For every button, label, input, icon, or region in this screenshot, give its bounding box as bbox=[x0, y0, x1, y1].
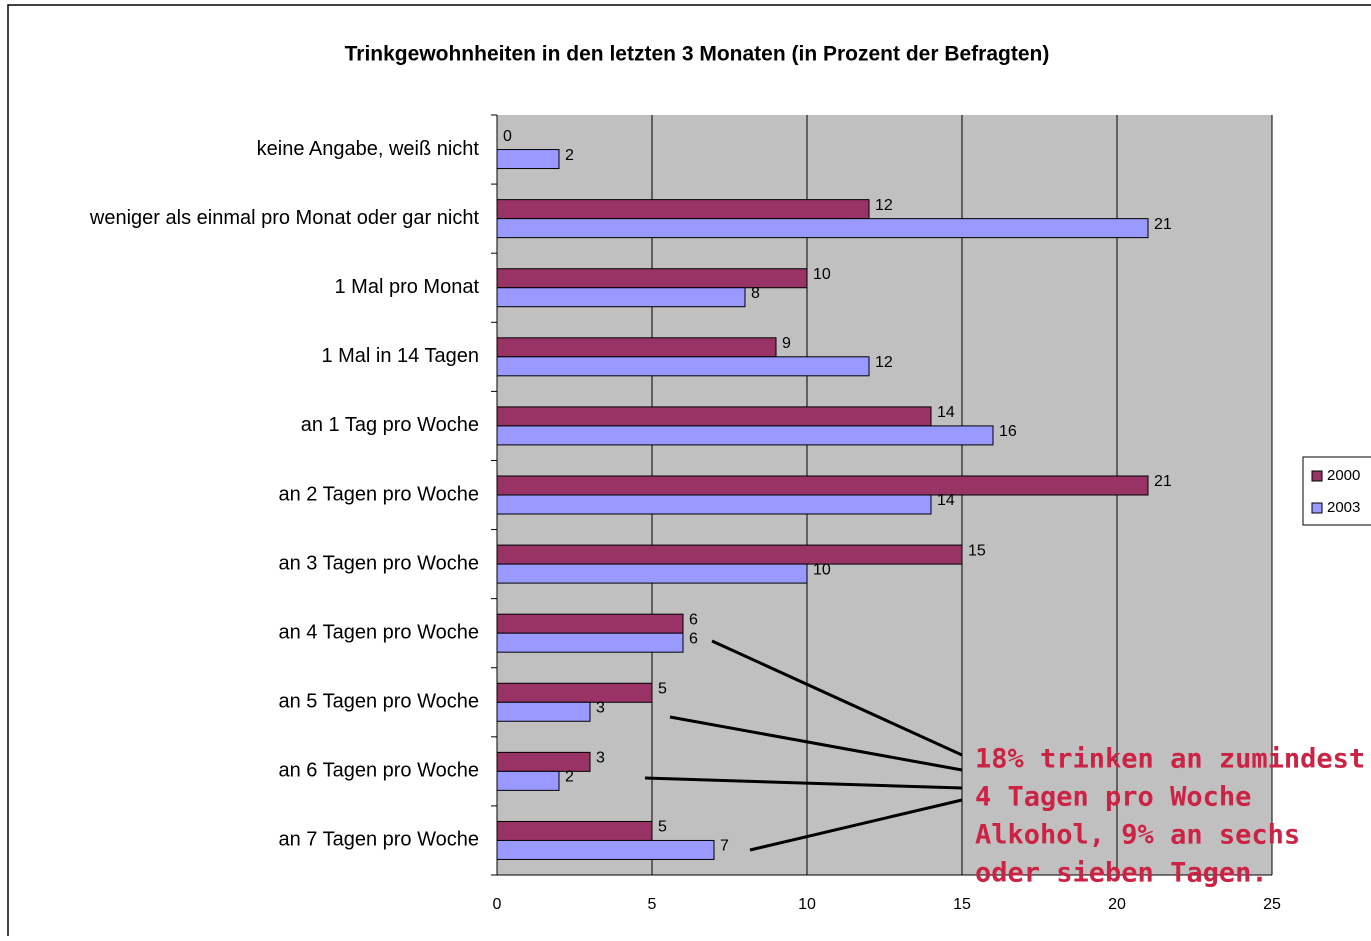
bar bbox=[496, 406, 932, 427]
bar bbox=[496, 149, 560, 170]
x-tick-label: 10 bbox=[798, 896, 816, 913]
value-label: 21 bbox=[1154, 216, 1172, 233]
x-tick-label: 5 bbox=[648, 896, 657, 913]
bar bbox=[496, 494, 932, 515]
bar bbox=[496, 839, 715, 860]
value-label: 14 bbox=[937, 404, 955, 421]
bar bbox=[496, 337, 777, 358]
value-label: 3 bbox=[596, 750, 605, 767]
value-label: 3 bbox=[596, 699, 605, 716]
bar bbox=[496, 544, 963, 565]
y-tick-label: an 5 Tagen pro Woche bbox=[278, 691, 479, 713]
value-label: 16 bbox=[999, 423, 1017, 440]
bar bbox=[496, 356, 870, 377]
value-label: 2 bbox=[565, 769, 574, 786]
bar bbox=[496, 425, 994, 446]
value-label: 12 bbox=[875, 354, 893, 371]
bar bbox=[496, 682, 653, 703]
value-label: 6 bbox=[689, 630, 698, 647]
legend-swatch bbox=[1311, 470, 1323, 482]
y-tick-label: an 1 Tag pro Woche bbox=[301, 414, 479, 436]
pointer-line bbox=[644, 776, 963, 790]
bar bbox=[496, 287, 746, 308]
value-label: 5 bbox=[658, 680, 667, 697]
bar bbox=[496, 199, 870, 220]
bar bbox=[496, 268, 808, 289]
y-tick-label: an 6 Tagen pro Woche bbox=[278, 760, 479, 782]
x-tick-label: 20 bbox=[1108, 896, 1126, 913]
bar bbox=[496, 751, 591, 772]
pointer-line bbox=[749, 798, 963, 852]
value-label: 5 bbox=[658, 819, 667, 836]
value-label: 15 bbox=[968, 542, 986, 559]
bar bbox=[496, 820, 653, 841]
legend-label: 2003 bbox=[1327, 499, 1360, 516]
y-tick-label: 1 Mal pro Monat bbox=[334, 276, 479, 298]
legend-box bbox=[1302, 456, 1371, 526]
bar bbox=[496, 770, 560, 791]
y-tick-label: an 3 Tagen pro Woche bbox=[278, 552, 479, 574]
value-label: 2 bbox=[565, 147, 574, 164]
y-tick-label: keine Angabe, weiß nicht bbox=[257, 138, 480, 160]
y-tick-label: an 7 Tagen pro Woche bbox=[278, 829, 479, 851]
annotation: oder sieben Tagen. bbox=[975, 858, 1268, 889]
bar bbox=[496, 632, 684, 653]
value-label: 10 bbox=[813, 561, 831, 578]
value-label: 7 bbox=[720, 838, 729, 855]
y-tick-label: an 2 Tagen pro Woche bbox=[278, 483, 479, 505]
value-label: 14 bbox=[937, 492, 955, 509]
y-tick-label: 1 Mal in 14 Tagen bbox=[321, 345, 479, 367]
annotation: Alkohol, 9% an sechs bbox=[975, 820, 1300, 851]
legend-swatch bbox=[1311, 502, 1323, 514]
bar bbox=[496, 701, 591, 722]
bar bbox=[496, 475, 1149, 496]
value-label: 12 bbox=[875, 197, 893, 214]
value-label: 6 bbox=[689, 611, 698, 628]
bar bbox=[496, 613, 684, 634]
bar bbox=[496, 218, 1149, 239]
y-tick-label: an 4 Tagen pro Woche bbox=[278, 621, 479, 643]
legend-label: 2000 bbox=[1327, 467, 1360, 484]
annotation-lines bbox=[644, 639, 963, 852]
value-label: 9 bbox=[782, 335, 791, 352]
x-tick-label: 25 bbox=[1263, 896, 1281, 913]
annotation: 4 Tagen pro Woche bbox=[975, 782, 1251, 813]
value-label: 21 bbox=[1154, 473, 1172, 490]
y-tick-label: weniger als einmal pro Monat oder gar ni… bbox=[89, 207, 480, 229]
x-tick-label: 0 bbox=[493, 896, 502, 913]
pointer-line bbox=[669, 715, 963, 772]
value-label: 8 bbox=[751, 285, 760, 302]
pointer-line bbox=[711, 639, 963, 757]
chart-title: Trinkgewohnheiten in den letzten 3 Monat… bbox=[345, 43, 1050, 66]
bar bbox=[496, 563, 808, 584]
value-label: 0 bbox=[503, 128, 512, 145]
annotation: 18% trinken an zumindest bbox=[975, 744, 1365, 775]
x-tick-label: 15 bbox=[953, 896, 971, 913]
value-label: 10 bbox=[813, 266, 831, 283]
